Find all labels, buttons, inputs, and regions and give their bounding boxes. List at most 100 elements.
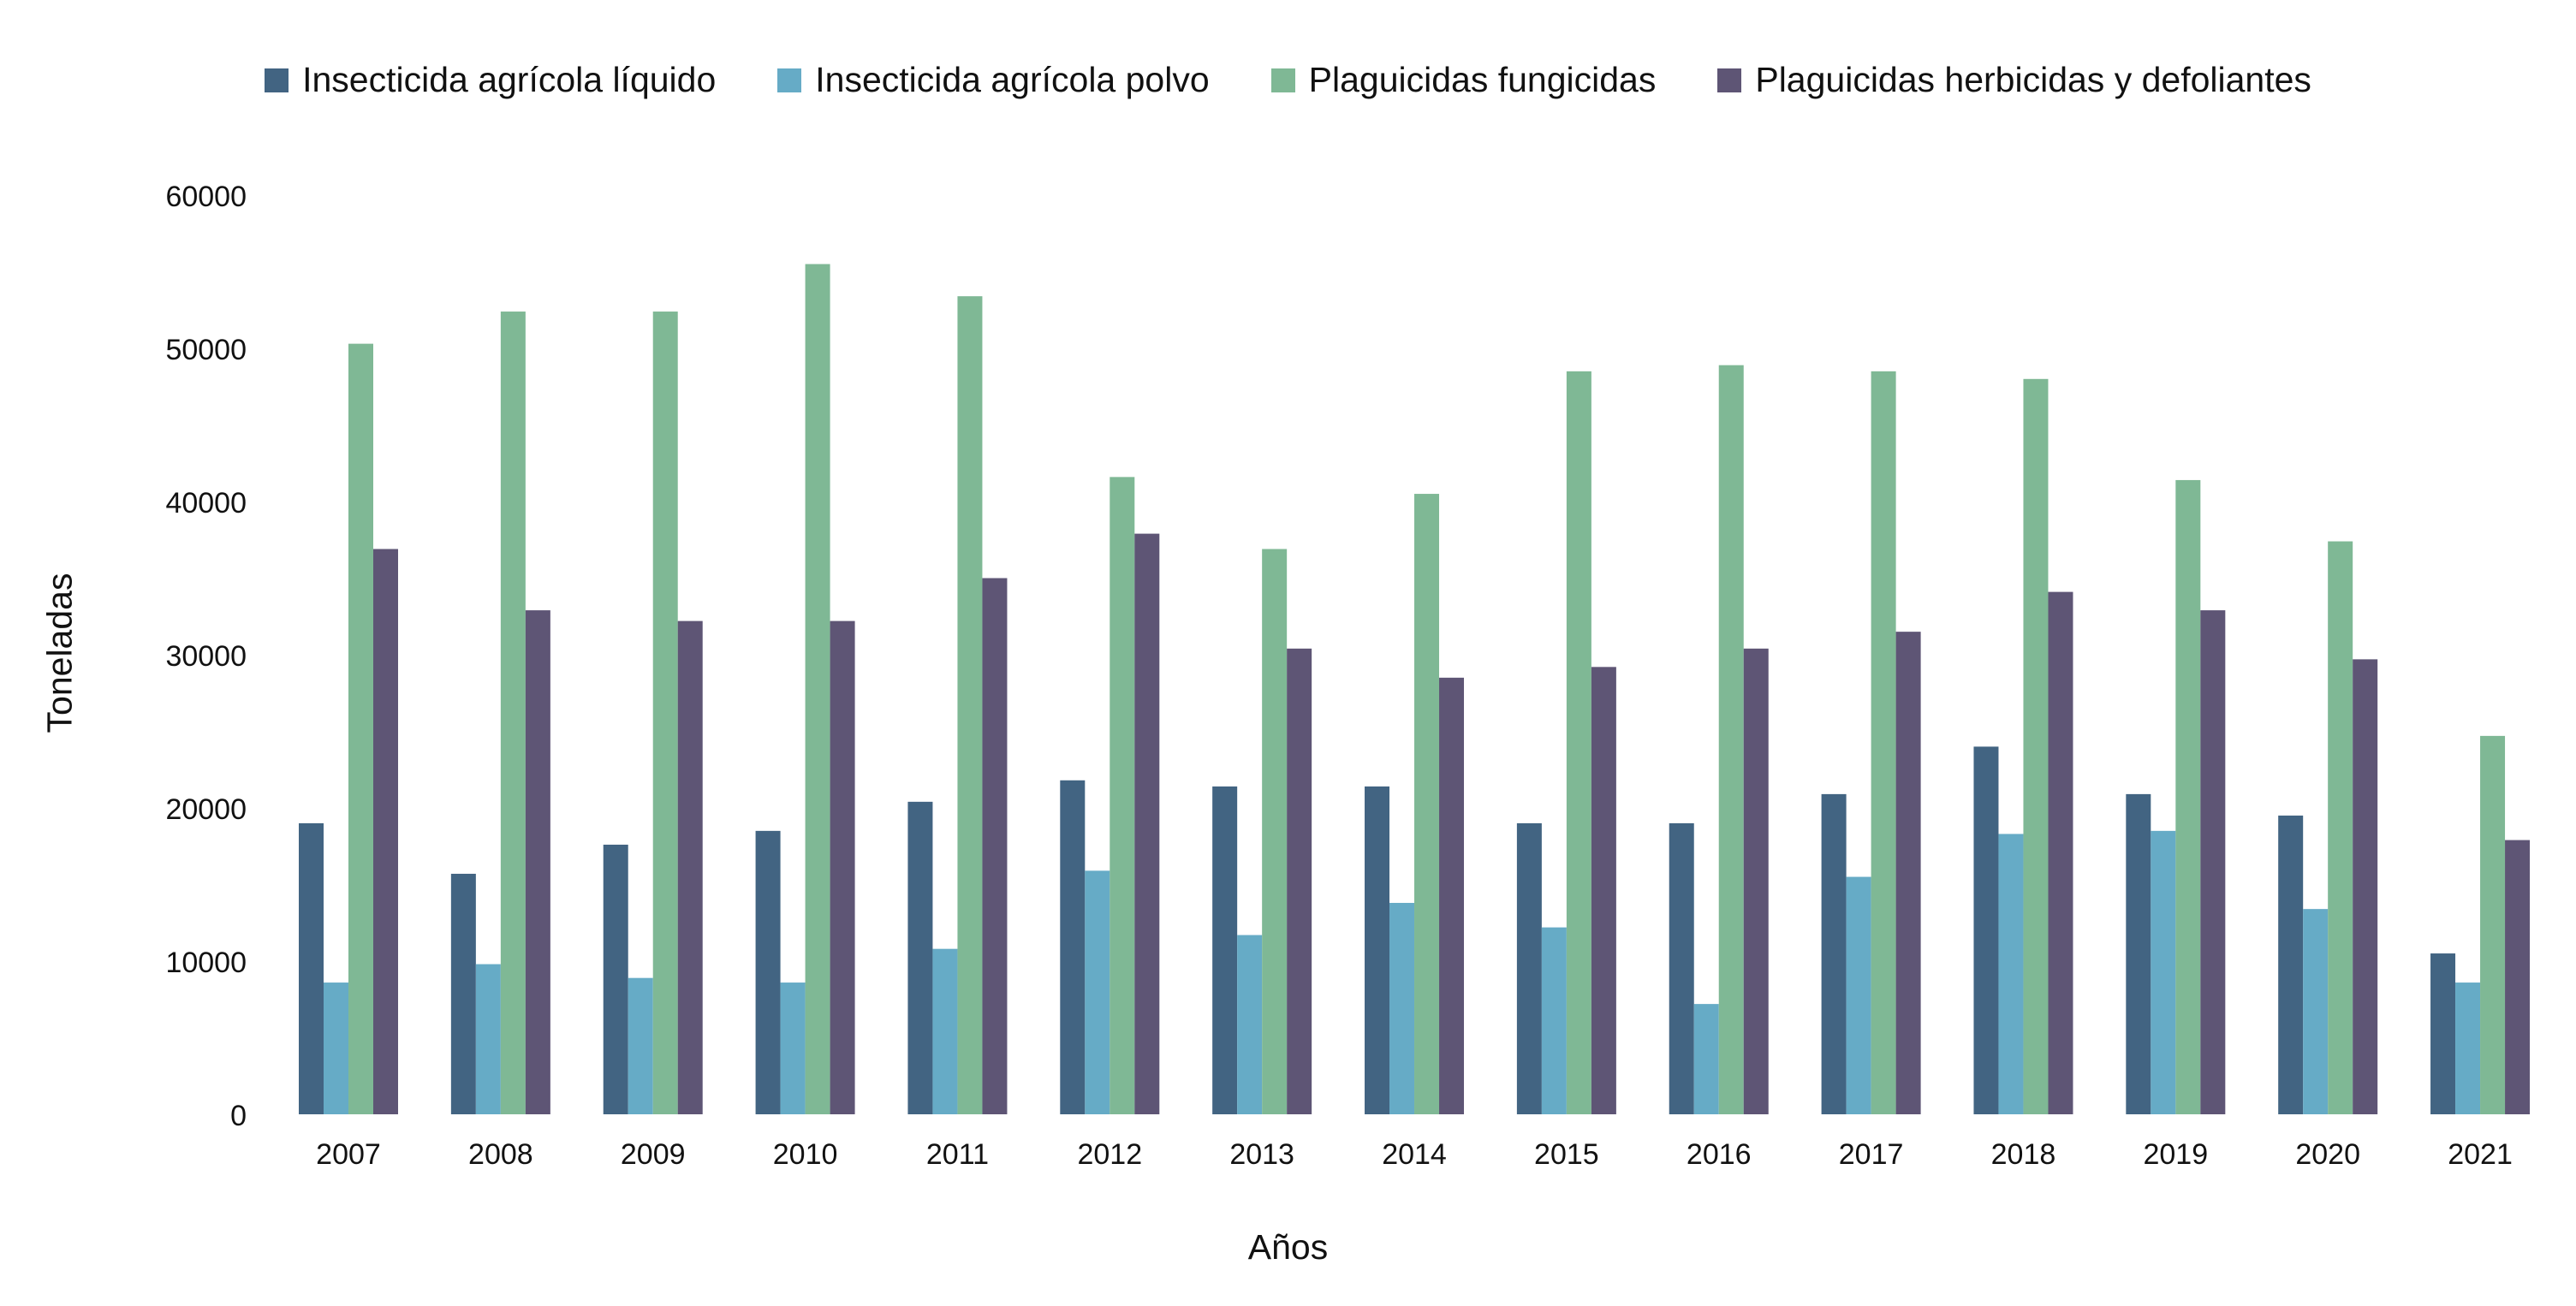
y-tick-label: 40000	[165, 487, 247, 519]
bar-2017-series-2	[1871, 371, 1896, 1115]
bar-2010-series-2	[805, 264, 830, 1114]
bar-2010-series-0	[755, 830, 781, 1114]
y-tick-label: 20000	[165, 793, 247, 826]
bar-2016-series-0	[1669, 822, 1694, 1114]
legend-item-insecticida-polvo: Insecticida agrícola polvo	[777, 60, 1210, 100]
bar-2009-series-2	[652, 312, 678, 1114]
bar-2021-series-3	[2505, 840, 2531, 1114]
y-axis-title: Toneladas	[39, 573, 80, 733]
x-tick-label: 2008	[468, 1138, 533, 1171]
x-tick-label: 2009	[621, 1138, 686, 1171]
bar-2020-series-3	[2353, 659, 2378, 1114]
bar-2010-series-1	[780, 982, 806, 1114]
legend-item-insecticida-liquido: Insecticida agrícola líquido	[265, 60, 716, 100]
bar-2009-series-0	[603, 844, 628, 1114]
x-tick-label: 2016	[1687, 1138, 1752, 1171]
bar-2019-series-2	[2175, 479, 2201, 1114]
bar-2019-series-1	[2151, 830, 2176, 1114]
bar-2018-series-2	[2023, 378, 2049, 1114]
bar-2011-series-2	[957, 296, 983, 1114]
bar-2013-series-0	[1212, 786, 1238, 1114]
legend-swatch-insecticida-liquido	[265, 68, 289, 92]
x-tick-label: 2018	[1991, 1138, 2056, 1171]
y-axis-ticks: 0 10000 20000 30000 40000 50000 60000	[165, 181, 247, 1132]
bar-2012-series-2	[1110, 477, 1135, 1114]
x-tick-label: 2007	[316, 1138, 381, 1171]
bar-2015-series-2	[1566, 371, 1591, 1115]
bar-2008-series-3	[525, 610, 550, 1114]
bar-2012-series-3	[1134, 533, 1160, 1114]
x-tick-label: 2012	[1077, 1138, 1142, 1171]
bar-2013-series-2	[1262, 549, 1288, 1114]
legend-swatch-herbicidas	[1717, 68, 1742, 92]
x-axis-ticks: 2007 2008 2009 2010 2011 2012 2013 2014 2015 2016…	[316, 1138, 2513, 1171]
x-tick-label: 2017	[1839, 1138, 1904, 1171]
bar-2014-series-0	[1365, 786, 1390, 1114]
bar-2020-series-0	[2278, 815, 2304, 1114]
bar-2014-series-3	[1439, 677, 1465, 1114]
bar-2020-series-2	[2328, 541, 2353, 1114]
legend-label-insecticida-liquido: Insecticida agrícola líquido	[302, 60, 717, 99]
x-tick-label: 2020	[2295, 1138, 2360, 1171]
bar-2011-series-0	[907, 801, 933, 1114]
legend-swatch-fungicidas	[1270, 68, 1295, 92]
bar-2018-series-3	[2048, 591, 2073, 1114]
bar-2012-series-0	[1060, 780, 1086, 1114]
x-tick-label: 2015	[1534, 1138, 1599, 1171]
bar-2017-series-0	[1821, 793, 1847, 1114]
bar-2013-series-1	[1237, 935, 1263, 1114]
x-tick-label: 2011	[926, 1138, 989, 1171]
bar-2009-series-1	[628, 977, 653, 1114]
bar-2012-series-1	[1085, 870, 1110, 1114]
bar-2007-series-0	[299, 822, 324, 1114]
bar-2013-series-3	[1287, 648, 1312, 1114]
bar-2019-series-3	[2200, 610, 2226, 1114]
bar-2021-series-2	[2480, 735, 2506, 1114]
bar-2011-series-3	[982, 578, 1008, 1114]
bar-2007-series-2	[348, 343, 373, 1114]
bar-2007-series-1	[324, 982, 348, 1114]
y-tick-label: 0	[230, 1100, 247, 1132]
legend-label-fungicidas: Plaguicidas fungicidas	[1308, 60, 1657, 99]
bar-2015-series-0	[1516, 822, 1542, 1114]
bar-2015-series-1	[1541, 927, 1567, 1114]
bar-2007-series-3	[373, 549, 398, 1114]
x-axis-title: Años	[1247, 1227, 1329, 1267]
bars	[299, 264, 2531, 1115]
y-tick-label: 60000	[165, 181, 247, 213]
bar-2008-series-0	[450, 873, 476, 1114]
bar-2014-series-2	[1414, 494, 1440, 1114]
bar-2020-series-1	[2303, 909, 2329, 1114]
x-tick-label: 2019	[2143, 1138, 2208, 1171]
bar-2021-series-0	[2430, 953, 2456, 1114]
bar-2016-series-1	[1693, 1004, 1719, 1114]
bar-2014-series-1	[1389, 902, 1415, 1114]
x-tick-label: 2021	[2448, 1138, 2513, 1171]
y-tick-label: 10000	[165, 947, 247, 979]
bar-2008-series-2	[500, 312, 526, 1114]
bar-2016-series-3	[1743, 648, 1769, 1114]
bar-2018-series-0	[1973, 746, 1999, 1114]
bar-2015-series-3	[1591, 667, 1616, 1114]
y-tick-label: 30000	[165, 640, 247, 673]
bar-2021-series-1	[2455, 982, 2481, 1114]
bar-2017-series-1	[1846, 876, 1871, 1114]
legend-label-insecticida-polvo: Insecticida agrícola polvo	[815, 60, 1210, 99]
legend-swatch-insecticida-polvo	[777, 68, 802, 92]
bar-2017-series-3	[1895, 632, 1921, 1114]
bar-2008-series-1	[475, 964, 501, 1114]
x-tick-label: 2014	[1382, 1138, 1447, 1171]
bar-2018-series-1	[1998, 834, 2024, 1114]
bar-2019-series-0	[2126, 793, 2151, 1114]
legend-label-herbicidas: Plaguicidas herbicidas y defoliantes	[1755, 60, 2311, 99]
legend-item-fungicidas: Plaguicidas fungicidas	[1270, 60, 1657, 100]
y-tick-label: 50000	[165, 334, 247, 366]
x-tick-label: 2013	[1229, 1138, 1294, 1171]
bar-2016-series-2	[1718, 365, 1744, 1114]
legend-item-herbicidas: Plaguicidas herbicidas y defoliantes	[1717, 60, 2311, 100]
x-tick-label: 2010	[773, 1138, 838, 1171]
bar-2009-series-3	[677, 620, 703, 1114]
legend: Insecticida agrícola líquido Insecticida…	[0, 60, 2576, 100]
